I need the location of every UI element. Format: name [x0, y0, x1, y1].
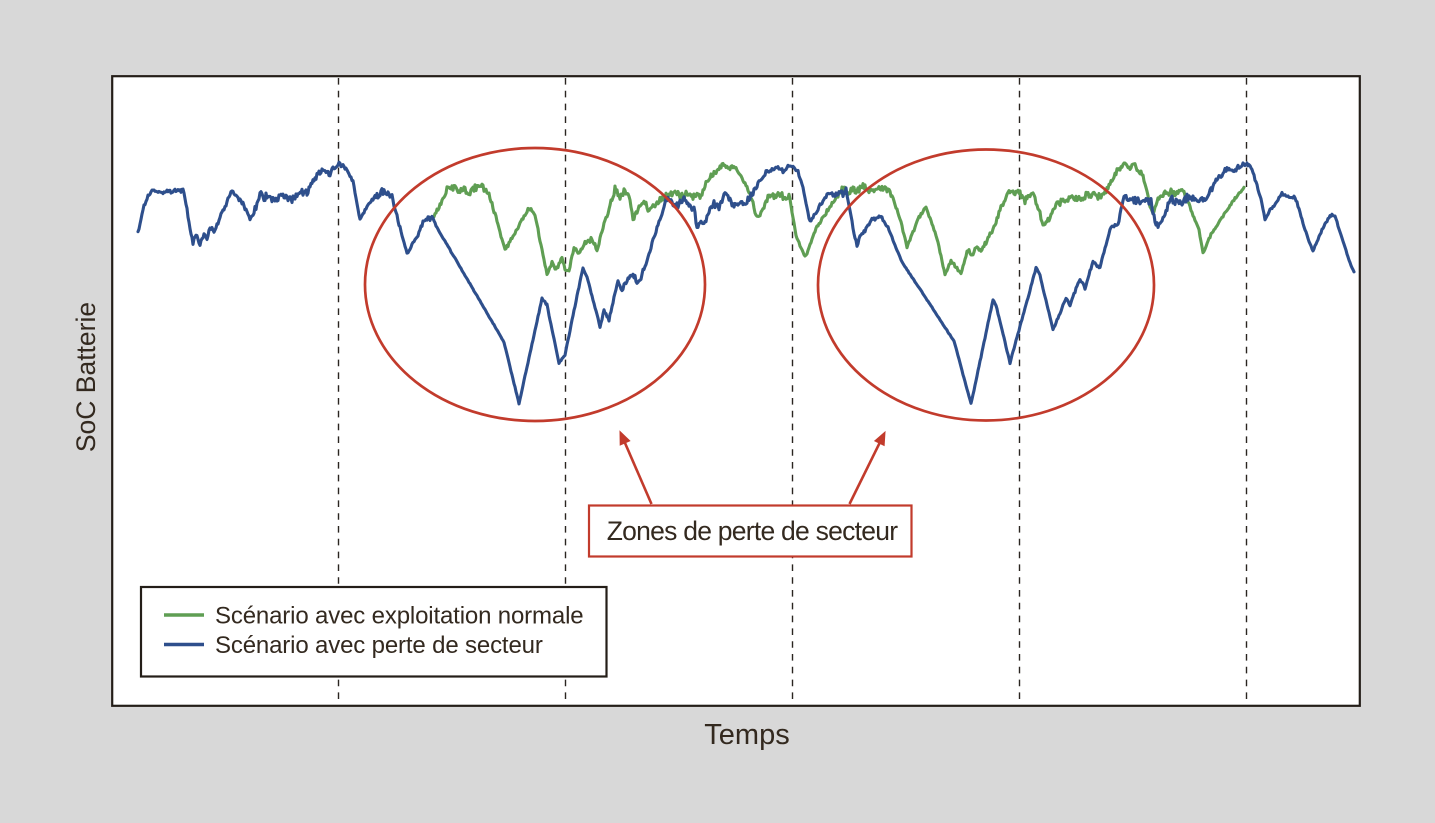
- svg-text:Zones de perte de secteur: Zones de perte de secteur: [607, 516, 899, 546]
- svg-text:Scénario avec perte de secteur: Scénario avec perte de secteur: [215, 632, 543, 659]
- svg-text:SoC Batterie: SoC Batterie: [71, 302, 101, 452]
- svg-text:Temps: Temps: [704, 719, 789, 751]
- svg-text:Scénario avec exploitation nor: Scénario avec exploitation normale: [215, 603, 583, 630]
